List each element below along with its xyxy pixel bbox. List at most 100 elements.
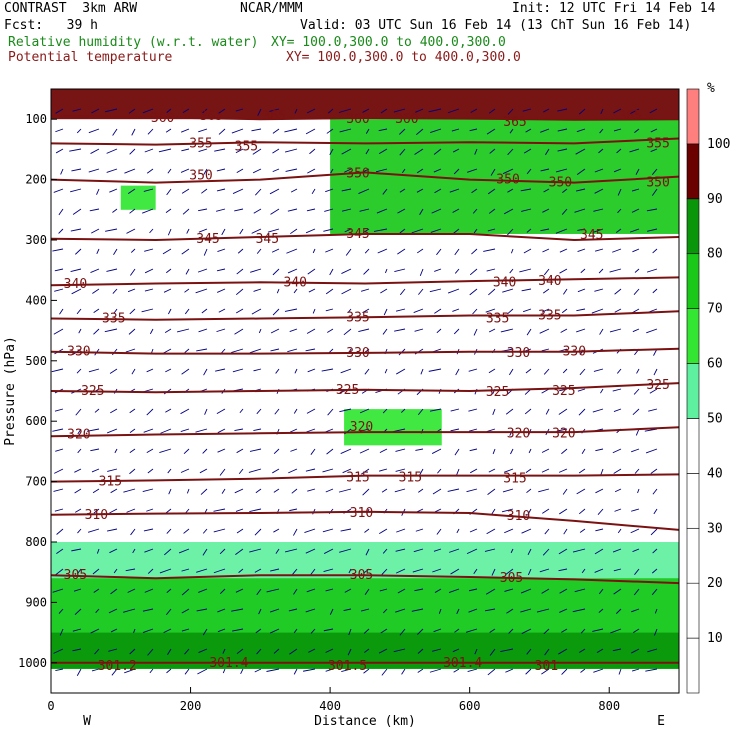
wind-arrow	[578, 508, 586, 515]
wind-arrow	[632, 248, 640, 253]
wind-arrow	[394, 488, 406, 493]
wind-arrow	[485, 588, 496, 595]
theta-label: 345	[346, 227, 369, 242]
wind-arrow	[598, 608, 604, 613]
wind-arrow	[108, 648, 118, 652]
wind-arrow	[203, 368, 208, 376]
wind-arrow	[394, 328, 406, 332]
wind-arrow	[104, 108, 118, 113]
wind-arrow	[415, 448, 424, 451]
wind-arrow	[382, 608, 388, 614]
wind-arrow	[312, 248, 316, 254]
theta-label: 301.2	[98, 659, 137, 674]
wind-arrow	[489, 628, 496, 633]
wind-arrow	[114, 448, 118, 454]
wind-arrow	[492, 448, 496, 455]
wind-arrow	[650, 148, 658, 152]
wind-arrow	[55, 668, 64, 672]
wind-arrow	[646, 208, 658, 212]
wind-arrow	[323, 628, 334, 632]
wind-arrow	[129, 428, 136, 433]
wind-arrow	[648, 408, 658, 412]
wind-arrow	[275, 368, 280, 374]
wind-arrow	[467, 668, 478, 672]
wind-arrow	[235, 108, 244, 112]
wind-arrow	[216, 208, 226, 212]
theta-label: 340	[493, 275, 516, 290]
wind-arrow	[526, 168, 532, 175]
wind-arrow	[557, 128, 568, 132]
wind-arrow	[348, 628, 352, 636]
wind-arrow	[614, 308, 622, 313]
wind-arrow	[255, 488, 262, 494]
wind-arrow	[364, 588, 370, 596]
wind-arrow	[292, 568, 298, 575]
wind-arrow	[325, 648, 334, 653]
wind-arrow	[72, 628, 82, 632]
wind-arrow	[113, 248, 118, 255]
theta-label: 365	[503, 115, 526, 130]
wind-arrow	[527, 508, 532, 516]
wind-arrow	[325, 288, 334, 295]
wind-arrow	[288, 608, 298, 612]
wind-arrow	[577, 388, 586, 392]
wind-arrow	[215, 368, 226, 372]
theta-label: 355	[189, 136, 212, 151]
wind-arrow	[580, 268, 586, 274]
wind-arrow	[76, 128, 82, 134]
wind-arrow	[183, 528, 190, 534]
wind-arrow	[92, 288, 100, 294]
wind-arrow	[574, 588, 586, 593]
field2-xy: XY= 100.0,300.0 to 400.0,300.0	[286, 50, 521, 65]
wind-arrow	[166, 608, 172, 616]
wind-arrow	[163, 288, 172, 293]
wind-arrow	[131, 368, 136, 375]
wind-arrow	[561, 448, 568, 455]
wind-arrow	[341, 268, 352, 274]
valid-time: Valid: 03 UTC Sun 16 Feb 14 (13 ChT Sun …	[300, 18, 692, 33]
wind-arrow	[127, 288, 136, 293]
y-tick-label: 300	[25, 233, 47, 247]
y-tick-label: 600	[25, 414, 47, 428]
wind-arrow	[219, 548, 226, 555]
wind-arrow	[146, 508, 154, 512]
wind-arrow	[634, 268, 640, 273]
wind-arrow	[55, 148, 64, 154]
wind-arrow	[579, 648, 586, 653]
wind-arrow	[433, 168, 442, 173]
wind-arrow	[631, 608, 640, 613]
wind-arrow	[127, 188, 136, 194]
wind-arrow	[378, 648, 388, 654]
wind-arrow	[542, 248, 550, 253]
theta-label: 335	[102, 312, 125, 327]
wind-arrow	[344, 168, 352, 173]
wind-arrow	[485, 308, 496, 313]
wind-arrow	[76, 368, 82, 374]
wind-arrow	[130, 248, 136, 253]
y-tick-label: 400	[25, 293, 47, 307]
wind-arrow	[447, 288, 460, 294]
wind-arrow	[109, 188, 118, 193]
wind-arrow	[159, 448, 172, 453]
wind-arrow	[129, 148, 136, 155]
wind-arrow	[544, 648, 550, 656]
theta-label: 345	[196, 232, 219, 247]
wind-arrow	[52, 428, 64, 432]
theta-label: 350	[496, 173, 519, 188]
theta-label: 340	[283, 275, 306, 290]
wind-arrow	[504, 528, 514, 534]
wind-arrow	[288, 468, 298, 474]
wind-arrow	[632, 628, 640, 633]
wind-arrow	[270, 348, 280, 352]
wind-arrow	[239, 228, 244, 235]
wind-arrow	[545, 148, 550, 156]
theta-label-layer: 360 365 365 360 360 365 365 355 355 355 350 350 350 3…	[64, 109, 670, 674]
wind-arrow	[294, 368, 298, 374]
wind-arrow	[257, 108, 262, 116]
wind-arrow	[197, 668, 208, 675]
wind-arrow	[465, 628, 478, 633]
wind-arrow	[452, 208, 460, 213]
wind-arrow	[523, 308, 532, 313]
wind-arrow	[395, 448, 406, 452]
